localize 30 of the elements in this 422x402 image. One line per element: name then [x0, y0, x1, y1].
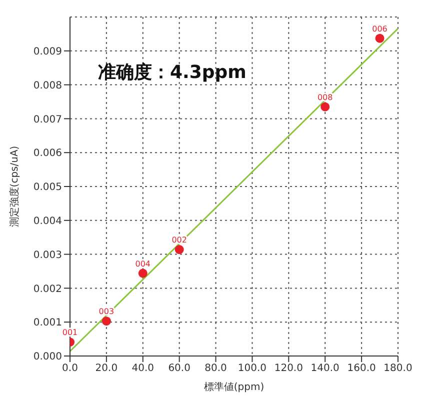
point: [102, 316, 111, 326]
x-tick-label: 0.0: [62, 363, 78, 374]
y-tick-label: 0.006: [33, 148, 62, 160]
y-tick-label: 0.005: [33, 182, 62, 194]
point: [138, 268, 148, 278]
annotation: 准确度：4.3ppm: [98, 61, 246, 84]
y-tick-label: 0.003: [33, 250, 62, 261]
y-tick-label: 0.007: [33, 114, 62, 126]
x-tick-label: 60.0: [168, 363, 190, 374]
y-tick-label: 0.008: [33, 80, 62, 92]
annotation: 006: [372, 24, 388, 34]
annotation: 004: [135, 259, 151, 268]
y-tick-label: 0.000: [33, 352, 62, 363]
x-tick-label: 80.0: [204, 363, 227, 374]
x-tick-label: 20.0: [95, 363, 118, 374]
x-tick-label: 120.0: [274, 363, 303, 374]
y-tick-label: 0.001: [33, 318, 62, 329]
y-axis-title: 測定強度(cps/uA): [8, 146, 21, 228]
x-tick-label: 160.0: [347, 363, 376, 374]
x-tick-label: 100.0: [238, 363, 267, 374]
y-tick-label: 0.009: [33, 46, 62, 58]
x-tick-label: 140.0: [310, 363, 340, 374]
point: [375, 34, 384, 43]
y-tick-label: 0.004: [33, 216, 62, 227]
x-tick-label: 180.0: [384, 363, 412, 374]
y-tick-label: 0.002: [33, 284, 62, 295]
x-axis-title: 標準値(ppm): [204, 381, 264, 393]
point: [174, 245, 184, 254]
x-tick-label: 40.0: [132, 363, 154, 374]
point: [320, 102, 330, 112]
